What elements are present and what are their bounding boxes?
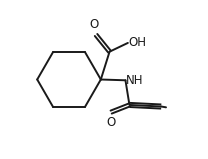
Text: O: O <box>106 116 116 129</box>
Text: O: O <box>90 18 99 31</box>
Text: NH: NH <box>126 74 144 87</box>
Text: OH: OH <box>129 36 147 49</box>
